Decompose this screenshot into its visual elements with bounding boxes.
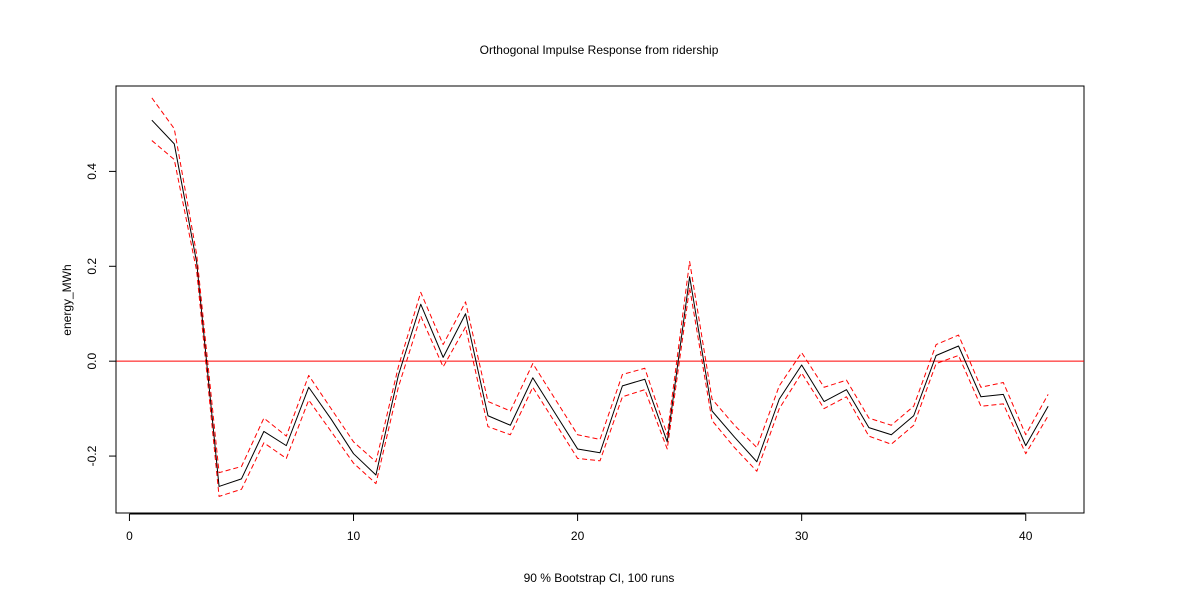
y-axis-label: energy_MWh xyxy=(60,264,74,335)
series-line-irf xyxy=(151,119,1049,487)
y-tick-label: -0.2 xyxy=(85,445,99,466)
x-tick-label: 20 xyxy=(571,529,585,543)
x-tick-label: 40 xyxy=(1019,529,1033,543)
x-tick-label: 30 xyxy=(795,529,809,543)
y-tick-label: 0.2 xyxy=(85,258,99,275)
y-tick-label: 0.0 xyxy=(85,353,99,370)
series-line-upper xyxy=(151,97,1049,474)
plot-area xyxy=(116,97,1084,497)
x-tick-label: 0 xyxy=(126,529,133,543)
x-axis: 0 10 20 30 40 xyxy=(126,513,1033,543)
x-axis-label: 90 % Bootstrap CI, 100 runs xyxy=(524,571,675,585)
plot-frame xyxy=(115,85,1085,514)
x-tick-label: 10 xyxy=(347,529,361,543)
y-axis: -0.2 0.0 0.2 0.4 xyxy=(85,163,117,466)
y-tick-label: 0.4 xyxy=(85,163,99,180)
chart-title: Orthogonal Impulse Response from ridersh… xyxy=(480,43,719,57)
series-line-lower xyxy=(151,140,1049,497)
